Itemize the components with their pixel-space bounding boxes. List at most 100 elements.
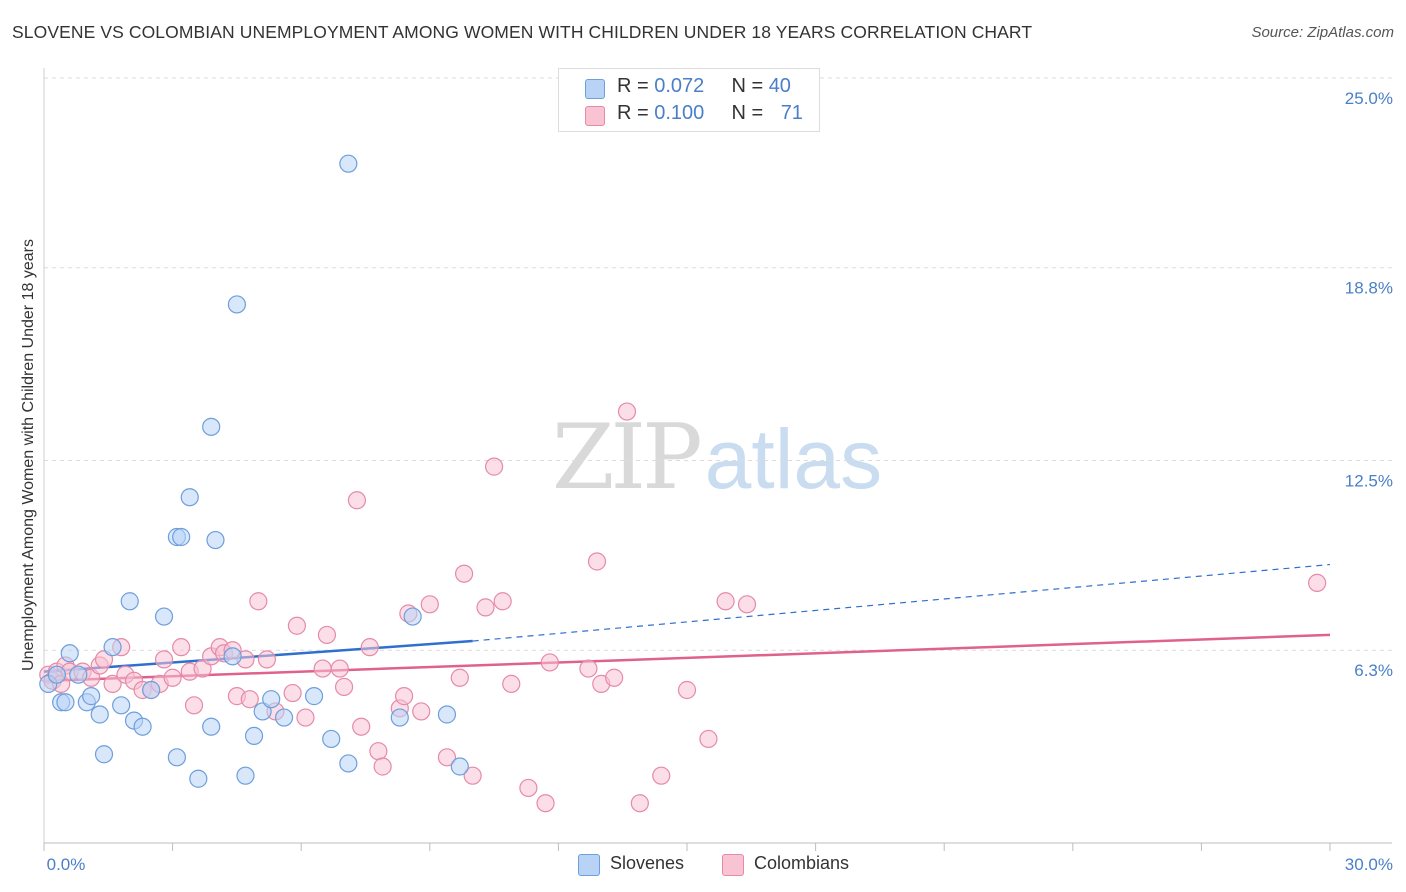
colombian-point xyxy=(605,668,624,687)
colombian-point xyxy=(677,680,697,700)
slovenes-swatch xyxy=(578,854,600,876)
slovene-point xyxy=(227,295,246,314)
slovene-point xyxy=(112,696,131,715)
colombian-point xyxy=(330,659,349,678)
colombian-point xyxy=(493,592,512,611)
watermark-zip: ZIP xyxy=(552,405,703,510)
legend-label-slovenes: Slovenes xyxy=(610,853,685,873)
r-label: R = xyxy=(617,75,655,97)
slovene-point xyxy=(56,693,75,712)
trend-layer xyxy=(43,563,1331,683)
colombian-point xyxy=(699,729,718,749)
n-value: 40 xyxy=(768,75,791,97)
slovene-point xyxy=(206,530,225,550)
colombians-trend-line xyxy=(43,633,1331,683)
slovene-point xyxy=(322,729,341,749)
slovene-point xyxy=(202,717,221,736)
source-label: Source: ZipAtlas.com xyxy=(1251,24,1394,41)
n-value: 71 xyxy=(780,102,803,124)
colombian-point xyxy=(296,708,315,727)
slovene-point xyxy=(339,154,358,173)
colombian-point xyxy=(369,742,388,761)
slovene-point xyxy=(60,644,79,663)
slovene-point xyxy=(133,717,152,736)
colombian-point xyxy=(154,650,174,669)
colombian-point xyxy=(536,794,555,813)
colombian-point xyxy=(617,402,637,421)
slovene-point xyxy=(180,488,199,507)
colombian-point xyxy=(420,595,439,614)
slovene-point xyxy=(142,680,161,700)
points-layer xyxy=(39,154,1327,813)
colombian-point xyxy=(172,638,191,657)
colombian-point xyxy=(240,690,259,709)
r-value: 0.072 xyxy=(654,75,705,97)
slovene-point xyxy=(154,607,174,626)
y-tick-label: 6.3% xyxy=(1354,661,1393,680)
r-label: R = xyxy=(617,102,655,124)
colombian-point xyxy=(103,674,122,693)
slovene-point xyxy=(94,745,114,764)
slovene-point xyxy=(69,665,88,684)
colombian-point xyxy=(716,592,735,611)
colombian-point xyxy=(249,592,268,611)
slovene-point xyxy=(450,757,469,776)
colombian-point xyxy=(352,717,371,736)
slovene-point xyxy=(236,766,255,785)
slovene-point xyxy=(304,687,324,706)
correlation-legend: R = 0.072 N = 40 R = 0.100 N = 71 xyxy=(558,68,820,132)
n-label: N = xyxy=(731,75,769,97)
slovene-point xyxy=(202,417,221,436)
colombian-point xyxy=(1308,573,1327,593)
colombian-point xyxy=(373,757,392,776)
colombian-point xyxy=(476,598,495,617)
slovene-point xyxy=(437,705,457,724)
watermark-atlas: atlas xyxy=(704,412,883,506)
slovene-point xyxy=(403,607,422,626)
slovenes-stats: R = 0.072 N = 40 xyxy=(617,75,791,98)
colombian-point xyxy=(257,650,277,669)
slovene-point xyxy=(189,769,208,788)
slovenes-trend-extension xyxy=(472,563,1331,642)
colombian-point xyxy=(485,457,504,476)
n-label: N = xyxy=(731,102,769,124)
chart-title: SLOVENE VS COLOMBIAN UNEMPLOYMENT AMONG … xyxy=(12,22,1033,42)
watermark: ZIPatlas xyxy=(552,405,882,510)
slovene-point xyxy=(262,690,281,709)
colombians-stats: R = 0.100 N = 71 xyxy=(617,102,803,125)
colombian-point xyxy=(283,683,302,703)
y-tick-label: 12.5% xyxy=(1345,472,1393,491)
colombian-point xyxy=(463,766,482,785)
colombian-point xyxy=(502,674,521,693)
axis-layer xyxy=(43,68,1392,851)
colombian-point xyxy=(540,653,559,672)
y-tick-label: 25.0% xyxy=(1345,89,1393,108)
slovene-point xyxy=(120,592,139,611)
slovene-point xyxy=(47,665,66,684)
colombian-point xyxy=(347,491,367,510)
slovene-point xyxy=(339,754,358,773)
colombian-point xyxy=(587,552,607,571)
slovene-point xyxy=(167,748,186,767)
colombian-point xyxy=(394,687,414,706)
slovene-point xyxy=(82,687,101,706)
colombian-point xyxy=(454,564,474,583)
slovenes-trend-line xyxy=(43,639,473,673)
colombian-point xyxy=(163,668,182,687)
tick-label-layer: 6.3% 12.5% 18.8% 25.0% 0.0% 30.0% xyxy=(47,89,1393,874)
slovene-point xyxy=(244,726,264,746)
series-legend: Slovenes Colombians xyxy=(0,852,1406,878)
colombians-swatch xyxy=(585,106,605,126)
colombian-point xyxy=(317,625,337,645)
colombian-point xyxy=(652,766,671,785)
colombian-point xyxy=(334,677,354,697)
colombian-point xyxy=(437,748,457,767)
colombian-point xyxy=(630,794,649,813)
y-tick-label: 18.8% xyxy=(1345,279,1393,298)
colombian-point xyxy=(287,616,307,635)
slovene-point xyxy=(390,708,409,727)
colombian-point xyxy=(412,702,431,721)
colombian-point xyxy=(579,659,598,678)
slovene-point xyxy=(103,638,122,657)
